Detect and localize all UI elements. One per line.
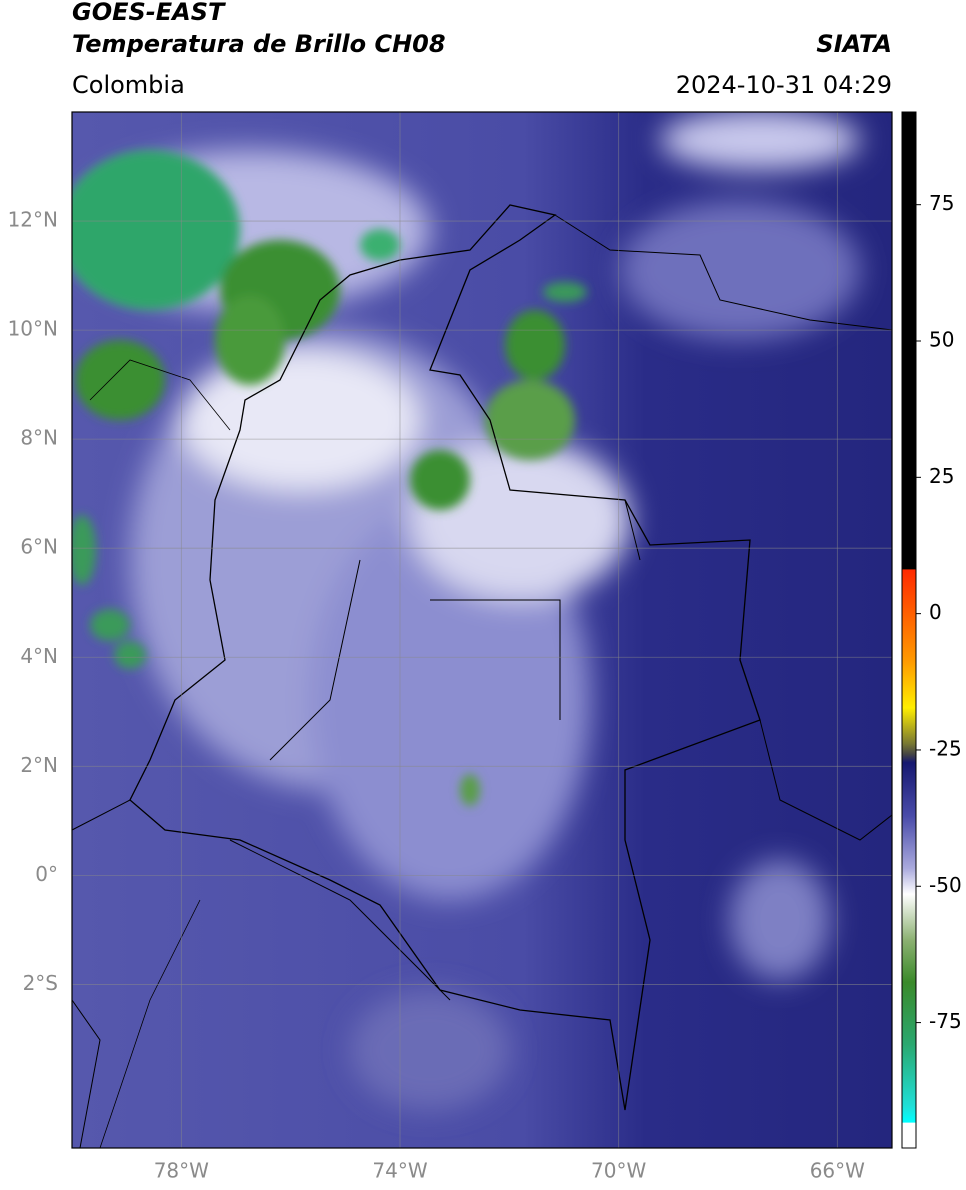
colorbar-tick-label: -75: [929, 1009, 962, 1033]
colorbar-tick-label: 75: [929, 191, 954, 215]
graticule: [72, 112, 892, 1148]
colorbar-tick-label: 25: [929, 464, 954, 488]
satellite-image: [72, 112, 892, 1148]
y-tick-label: 0°: [35, 862, 58, 886]
colorbar-tick-label: -50: [929, 873, 962, 897]
y-tick-label: 6°N: [20, 535, 58, 559]
datetime: 2024-10-31 04:29: [676, 71, 892, 99]
x-tick-label: 66°W: [810, 1159, 865, 1183]
colorbar: [901, 111, 917, 1149]
y-tick-label: 8°N: [20, 426, 58, 450]
x-tick-label: 78°W: [154, 1159, 209, 1183]
x-tick-label: 74°W: [372, 1159, 427, 1183]
region: Colombia: [72, 71, 185, 99]
colorbar-tick-label: 50: [929, 328, 954, 352]
y-tick-label: 10°N: [8, 317, 58, 341]
y-tick-label: 2°N: [20, 753, 58, 777]
y-tick-label: 4°N: [20, 644, 58, 668]
y-tick-label: 12°N: [8, 208, 58, 232]
map-frame: [71, 111, 893, 1149]
subtitle: Temperatura de Brillo CH08: [72, 30, 446, 58]
colorbar-tick-label: 0: [929, 600, 942, 624]
title: GOES-EAST: [72, 0, 226, 26]
x-tick-label: 70°W: [591, 1159, 646, 1183]
source: SIATA: [816, 30, 892, 58]
colorbar-tick-label: -25: [929, 736, 962, 760]
y-tick-label: 2°S: [23, 971, 58, 995]
